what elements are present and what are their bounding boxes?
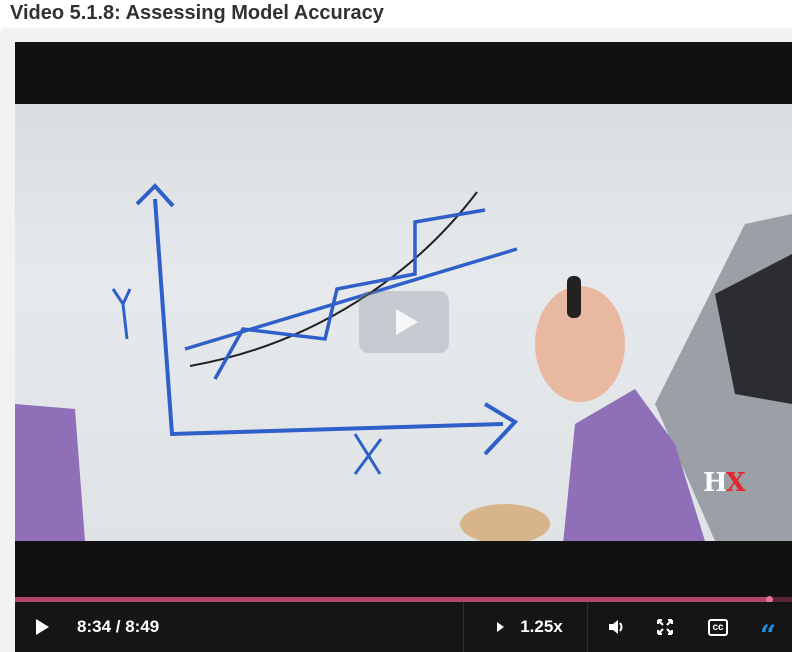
- left-arm-shape: [15, 404, 85, 541]
- fullscreen-button[interactable]: [647, 602, 683, 652]
- curve-fit-line: [189, 191, 478, 367]
- video-player[interactable]: HX 8:34 / 8:49 1.25x cc “: [15, 42, 792, 652]
- volume-button[interactable]: [595, 602, 639, 652]
- arm-shape: [563, 389, 705, 541]
- transcript-button[interactable]: “: [751, 602, 785, 652]
- linear-fit-line: [184, 247, 518, 351]
- speed-label: 1.25x: [520, 617, 563, 636]
- hx-logo: HX: [703, 468, 746, 498]
- control-bar: 8:34 / 8:49 1.25x cc “: [15, 602, 792, 652]
- volume-icon: [609, 620, 623, 634]
- speed-button[interactable]: 1.25x: [475, 602, 585, 652]
- hand-shape: [535, 286, 625, 402]
- marker-shape: [567, 276, 581, 318]
- video-area[interactable]: HX: [15, 104, 792, 541]
- time-display: 8:34 / 8:49: [77, 617, 160, 636]
- speed-arrow-icon: [497, 622, 505, 632]
- divider: [587, 602, 588, 652]
- progress-bar[interactable]: [15, 596, 792, 603]
- axes-drawing: [153, 198, 504, 437]
- divider: [463, 602, 464, 652]
- closed-captions-icon: cc: [708, 618, 728, 636]
- play-button[interactable]: [25, 602, 59, 652]
- big-play-icon: [396, 309, 418, 335]
- transcript-quote-icon: “: [759, 618, 777, 652]
- closed-captions-button[interactable]: cc: [701, 602, 735, 652]
- progress-played: [15, 597, 770, 602]
- fullscreen-icon: [657, 619, 673, 635]
- overfit-line: [213, 208, 486, 380]
- play-icon: [35, 619, 49, 635]
- laptop-keyboard-shape: [715, 254, 792, 404]
- progress-handle[interactable]: [766, 596, 774, 603]
- head-shape: [460, 504, 550, 541]
- page-title: Video 5.1.8: Assessing Model Accuracy: [10, 2, 384, 24]
- whiteboard-drawing: [15, 183, 792, 541]
- big-play-button[interactable]: [359, 291, 449, 353]
